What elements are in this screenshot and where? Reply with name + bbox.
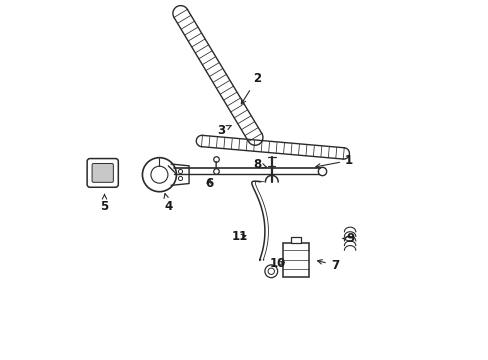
Text: 8: 8 [252, 158, 266, 171]
FancyBboxPatch shape [87, 158, 118, 187]
Bar [282, 243, 308, 276]
Text: 5: 5 [100, 194, 108, 213]
Text: 4: 4 [163, 194, 172, 213]
FancyBboxPatch shape [92, 163, 113, 182]
Text: 9: 9 [343, 232, 354, 245]
Text: 1: 1 [315, 154, 352, 168]
Text: 2: 2 [241, 72, 261, 104]
Text: 7: 7 [317, 258, 338, 271]
Bar [291, 237, 300, 243]
Text: 6: 6 [204, 177, 213, 190]
Text: 10: 10 [269, 257, 285, 270]
Text: 3: 3 [217, 124, 231, 137]
Text: 11: 11 [232, 230, 248, 243]
